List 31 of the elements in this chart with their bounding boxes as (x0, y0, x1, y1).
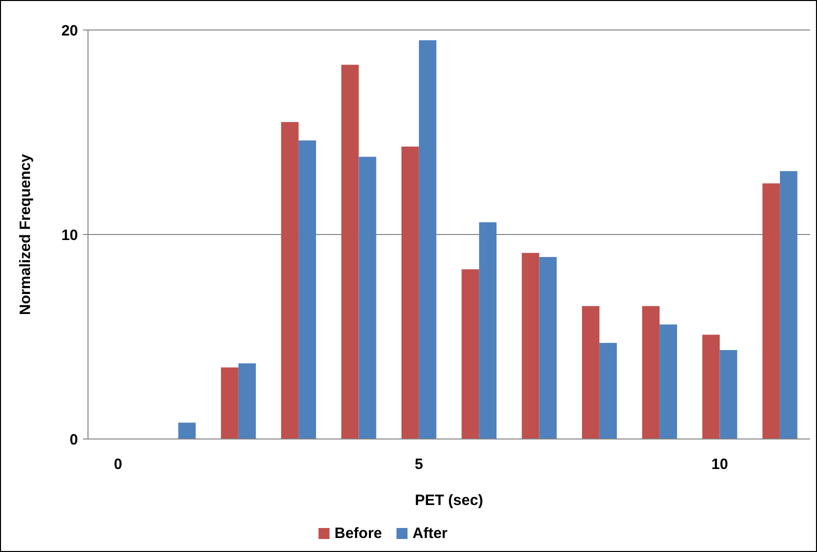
bar (178, 422, 196, 439)
x-tick-label: 0 (114, 456, 122, 473)
legend-label: Before (334, 525, 382, 542)
bar (281, 122, 299, 439)
bar (582, 306, 600, 439)
y-tick-label: 20 (61, 22, 78, 40)
bar (298, 140, 316, 439)
bar (720, 350, 738, 439)
bar (599, 342, 617, 439)
bar (341, 64, 359, 439)
y-tick-label: 10 (61, 226, 78, 244)
bar (479, 222, 497, 439)
bar (522, 252, 540, 439)
bar (780, 171, 798, 439)
bar (418, 40, 436, 439)
y-tick-label: 0 (70, 431, 78, 448)
bar (702, 334, 720, 439)
bar (462, 269, 480, 439)
bar (220, 367, 238, 439)
bar (358, 156, 376, 439)
x-tick-label: 5 (414, 456, 424, 473)
bar (238, 363, 256, 439)
bar (642, 306, 660, 439)
bar (401, 146, 419, 439)
x-axis-title: PET (sec) (414, 492, 484, 509)
bar (762, 183, 780, 439)
legend-label: After (412, 525, 448, 542)
bar (660, 324, 678, 439)
y-axis-title: Normalized Frequency (17, 153, 34, 315)
bar (539, 256, 557, 439)
x-tick-label: 10 (711, 456, 728, 473)
